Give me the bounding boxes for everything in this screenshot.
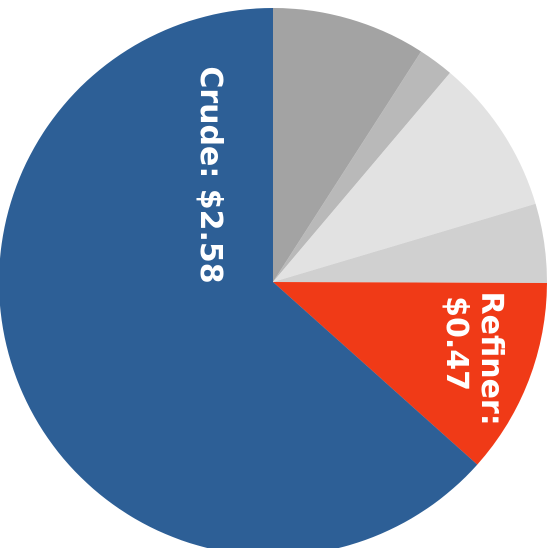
slice-value: $0.47 bbox=[439, 296, 474, 391]
pie-slice bbox=[273, 282, 547, 465]
slice-category: Crude: bbox=[194, 66, 229, 178]
slice-value: $2.58 bbox=[194, 189, 229, 284]
pie-slice bbox=[273, 72, 536, 282]
slice-label: Crude: $2.58 bbox=[194, 66, 229, 283]
slices bbox=[0, 8, 548, 548]
pie-slice bbox=[273, 203, 548, 284]
labels: Refiner:$0.47 Crude: $2.58 bbox=[194, 66, 510, 425]
pie-slice bbox=[0, 8, 478, 548]
slice-category: Refiner: bbox=[474, 292, 509, 426]
pie-slice bbox=[273, 8, 422, 282]
pie-slice bbox=[273, 51, 451, 282]
